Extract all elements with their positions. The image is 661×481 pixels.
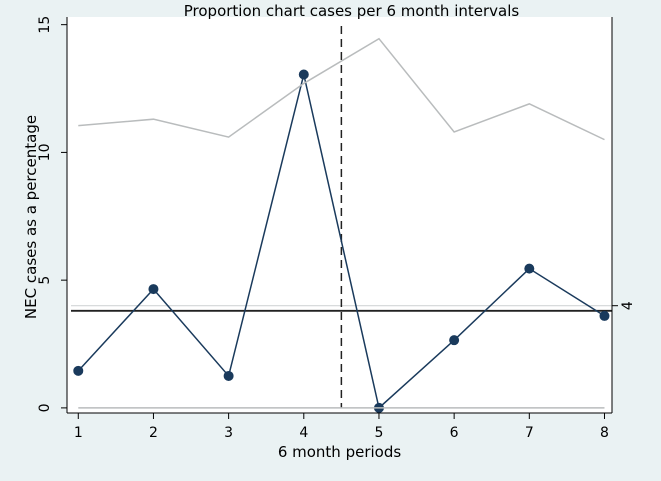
x-tick-label: 6 (450, 425, 459, 441)
observed-point (73, 365, 84, 376)
right-axis-tick-label: 4 (620, 301, 636, 310)
chart-title: Proportion chart cases per 6 month inter… (184, 2, 520, 20)
observed-line (77, 74, 605, 410)
chart-marks (71, 25, 612, 413)
x-tick-label: 2 (149, 425, 158, 441)
x-tick-label: 3 (224, 425, 233, 441)
x-tick-label: 5 (375, 425, 384, 441)
axis-ticks: 1 2 3 4 5 6 7 8 0 5 10 15 4 (37, 16, 636, 441)
x-tick-label: 1 (74, 425, 83, 441)
y-tick-label: 5 (37, 276, 53, 285)
y-tick-label: 0 (37, 403, 53, 412)
x-axis-title: 6 month periods (278, 443, 402, 461)
y-axis-title: NEC cases as a percentage (22, 115, 40, 319)
observed-point (223, 370, 234, 381)
observed-point (148, 284, 159, 295)
y-tick-label: 10 (37, 143, 53, 161)
y-tick-label: 15 (37, 16, 53, 34)
observed-point (298, 69, 309, 80)
observed-point (449, 335, 460, 346)
x-tick-label: 7 (525, 425, 534, 441)
x-tick-label: 8 (600, 425, 609, 441)
observed-point (599, 310, 610, 321)
x-tick-label: 4 (299, 425, 308, 441)
observed-point (524, 263, 535, 274)
upper-control-limit-line (78, 37, 605, 141)
plot-area (67, 17, 612, 413)
